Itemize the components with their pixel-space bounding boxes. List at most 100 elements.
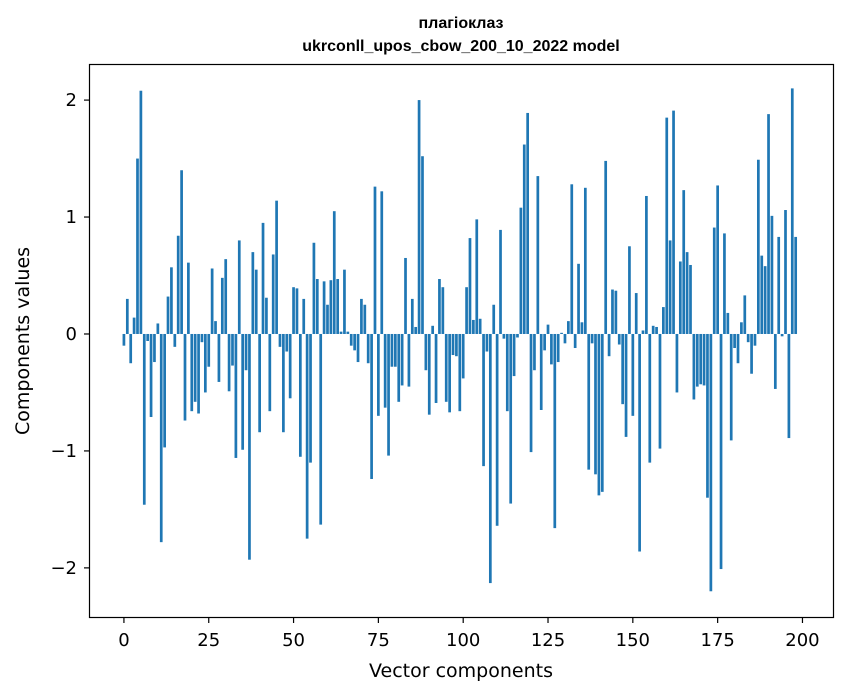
bar [685, 252, 689, 334]
bar [556, 333, 560, 363]
bar [743, 295, 747, 334]
bar [427, 333, 431, 415]
bar [390, 333, 394, 367]
bar [773, 333, 777, 389]
bar [658, 333, 662, 449]
bar [458, 333, 462, 412]
bar [478, 318, 482, 334]
bar [750, 333, 753, 374]
bar [502, 333, 506, 339]
bar [431, 325, 435, 334]
bar [193, 333, 197, 402]
bar [472, 319, 475, 334]
bar [695, 333, 699, 387]
bar [343, 269, 346, 334]
bar [302, 298, 306, 334]
bar [719, 333, 723, 570]
bar [187, 262, 190, 334]
bar [231, 333, 234, 366]
bar [526, 112, 530, 334]
bar [414, 326, 418, 334]
bar [197, 333, 200, 414]
bar [360, 298, 363, 334]
bar [132, 317, 136, 334]
bar [139, 90, 143, 334]
bar [254, 269, 258, 334]
bar [590, 333, 594, 344]
bar [777, 236, 781, 334]
bar [227, 333, 231, 392]
bar [163, 333, 166, 448]
bar [726, 312, 730, 334]
bar [485, 333, 489, 352]
bar [305, 333, 309, 539]
x-axis-ticks: 0 25 50 75 100 125 150 175 200 [118, 617, 820, 651]
bar [244, 333, 248, 371]
bar [210, 268, 214, 334]
bar [377, 333, 380, 416]
bar [689, 264, 692, 334]
bar [190, 333, 194, 412]
bar [203, 333, 207, 393]
bar [787, 333, 791, 439]
bar [651, 325, 655, 334]
bar [285, 333, 289, 352]
bar [468, 238, 472, 334]
bar [794, 236, 798, 334]
bar [760, 255, 764, 334]
bar [692, 333, 696, 400]
bar [125, 298, 129, 334]
bar [465, 287, 468, 334]
bar [136, 158, 139, 334]
bar [475, 219, 479, 334]
bar [417, 100, 421, 334]
bar [567, 321, 570, 334]
bar [580, 322, 584, 334]
bar [706, 333, 709, 498]
bar [753, 333, 757, 346]
bar [604, 160, 608, 334]
bar [675, 333, 679, 393]
bar [183, 333, 187, 421]
bar [770, 215, 774, 334]
bar [424, 333, 428, 371]
bar [315, 279, 319, 334]
bar [380, 191, 384, 334]
x-tick-label: 150 [616, 630, 650, 651]
x-tick-label: 75 [367, 630, 390, 651]
bar [712, 227, 716, 334]
bar [173, 333, 177, 347]
bar [295, 288, 299, 334]
bar [237, 240, 241, 334]
bar [434, 333, 438, 403]
bar [682, 190, 686, 334]
bar [482, 333, 485, 467]
bar [594, 333, 597, 475]
bar [146, 333, 150, 341]
bar [142, 333, 146, 505]
bar [655, 326, 658, 334]
bar [641, 330, 645, 334]
bar [488, 333, 492, 584]
bar [563, 333, 567, 344]
bar [220, 277, 224, 334]
chart-title-line1: плагіоклаз [418, 15, 503, 32]
bar [448, 333, 451, 413]
bar [529, 333, 533, 453]
bar [410, 298, 414, 334]
bar [346, 331, 350, 334]
bar [400, 333, 404, 386]
bar [740, 322, 743, 334]
bar [271, 254, 275, 334]
bar [166, 296, 170, 334]
y-axis-ticks: −2 −1 0 1 2 [50, 90, 90, 579]
bar [733, 333, 736, 349]
bar [275, 200, 278, 334]
bar [393, 333, 397, 367]
bar [505, 333, 509, 412]
bar [441, 287, 445, 334]
bar [176, 235, 180, 334]
plot-frame [88, 63, 835, 619]
bar [495, 333, 499, 526]
bar [224, 259, 228, 334]
